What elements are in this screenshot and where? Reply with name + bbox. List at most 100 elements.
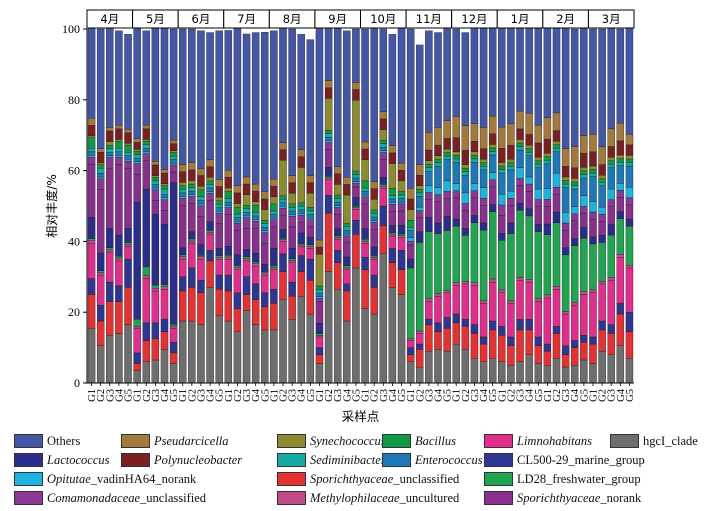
bar-segment-3-16 [233, 269, 242, 293]
bar-segment-4-47 [516, 277, 524, 281]
bar-segment-8-40 [452, 190, 460, 199]
bar-segment-4-49 [534, 298, 543, 302]
bar-segment-11-27 [333, 198, 342, 203]
bar-segment-14-34 [397, 170, 406, 182]
bar-segment-1-16 [233, 308, 242, 332]
bar-segment-0-53 [571, 365, 579, 384]
bar-segment-14-42 [470, 141, 479, 153]
bar-segment-1-45 [498, 335, 506, 362]
bar-segment-10-6 [142, 148, 150, 153]
bar-segment-3-5 [133, 327, 141, 354]
bar-segment-14-32 [379, 118, 388, 130]
bar-segment-7-1 [96, 189, 105, 254]
bar-segment-1-30 [361, 269, 369, 309]
bar-segment-10-48 [525, 155, 533, 178]
bar-segment-3-0 [87, 242, 96, 279]
bar-segment-6-25 [315, 322, 324, 334]
bar-segment-10-14 [215, 207, 223, 212]
bar-segment-2-57 [607, 324, 615, 334]
bar-segment-1-15 [224, 290, 233, 322]
bar-segment-1-17 [242, 294, 251, 311]
bar-segment-10-4 [124, 155, 132, 160]
bar-segment-13-44 [488, 144, 497, 149]
bar-segment-13-49 [534, 156, 543, 161]
bar-segment-9-40 [452, 183, 460, 191]
y-tick-label-0: 0 [74, 376, 80, 390]
bar-segment-4-52 [561, 311, 570, 315]
bar-segment-1-5 [133, 363, 141, 371]
bar-segment-1-19 [261, 306, 269, 331]
bar-segment-8-24 [306, 219, 315, 228]
bar-segment-14-28 [343, 184, 351, 196]
bar-segment-6-28 [343, 256, 351, 267]
bar-segment-16-30 [361, 28, 369, 143]
bar-segment-5-5 [133, 319, 141, 327]
bar-segment-15-7 [151, 161, 160, 166]
bar-segment-8-42 [470, 190, 479, 199]
legend-swatch-2 [277, 434, 306, 448]
bar-segment-5-58 [616, 218, 625, 255]
bar-segment-6-8 [160, 224, 169, 285]
bar-segment-2-34 [397, 250, 406, 270]
bar-segment-6-37 [425, 217, 433, 232]
bar-segment-9-26 [324, 140, 333, 143]
bar-segment-5-55 [589, 243, 597, 291]
month-label-10: 2月 [556, 12, 575, 26]
bar-segment-15-57 [607, 128, 615, 147]
legend-label-italic-6: Lactococcus [47, 452, 110, 467]
bar-segment-1-21 [279, 271, 287, 300]
bar-segment-3-17 [242, 260, 251, 277]
bar-segment-11-55 [589, 172, 597, 177]
bar-segment-10-22 [288, 210, 296, 215]
bar-segment-3-13 [206, 234, 214, 251]
bar-segment-16-52 [561, 23, 570, 149]
bar-segment-9-18 [251, 219, 260, 222]
bar-segment-14-22 [288, 182, 296, 194]
bar-segment-16-19 [261, 32, 269, 193]
bar-segment-16-12 [197, 30, 205, 169]
bar-segment-9-9 [169, 162, 178, 166]
bar-segment-14-5 [133, 142, 141, 150]
bar-segment-9-8 [160, 197, 169, 200]
bar-segment-7-2 [106, 167, 114, 229]
bar-segment-2-33 [388, 248, 397, 263]
bar-segment-15-30 [361, 141, 369, 150]
bar-segment-11-9 [169, 155, 178, 160]
bar-segment-4-27 [333, 237, 342, 240]
bar-segment-13-18 [251, 201, 260, 206]
bar-segment-1-4 [124, 287, 132, 325]
bar-segment-14-14 [215, 186, 223, 198]
bar-segment-0-1 [96, 345, 105, 384]
bar-segment-12-43 [479, 162, 488, 167]
x-tick-label-35: G1 [406, 389, 417, 402]
bar-segment-13-8 [160, 183, 169, 186]
bar-segment-1-58 [616, 313, 625, 347]
bar-segment-11-12 [197, 196, 205, 201]
x-tick-label-44: G5 [488, 389, 499, 402]
bar-segment-3-59 [625, 267, 634, 313]
bar-segment-8-9 [169, 164, 178, 173]
bar-segment-15-42 [470, 123, 479, 142]
bar-segment-16-25 [315, 25, 324, 241]
bar-segment-13-29 [352, 99, 360, 172]
bar-segment-0-59 [625, 358, 634, 384]
bar-segment-10-18 [251, 215, 260, 220]
bar-segment-0-58 [616, 345, 625, 384]
bar-segment-3-1 [96, 274, 105, 306]
bar-segment-9-6 [142, 151, 150, 154]
bar-segment-9-49 [534, 188, 543, 200]
bar-segment-0-45 [498, 361, 506, 384]
bar-segment-1-7 [151, 338, 160, 361]
bar-segment-4-37 [425, 298, 433, 302]
bar-segment-9-54 [580, 195, 588, 207]
bar-segment-4-17 [242, 258, 251, 262]
bar-segment-10-56 [598, 185, 606, 208]
bar-segment-13-10 [178, 182, 187, 186]
bar-segment-13-51 [552, 141, 561, 145]
bar-segment-8-33 [388, 204, 397, 212]
x-axis-label: 采样点 [342, 409, 380, 424]
bar-segment-1-59 [625, 331, 634, 359]
bar-segment-4-0 [87, 240, 96, 244]
bar-segment-8-35 [406, 241, 415, 246]
bar-segment-9-29 [352, 181, 360, 184]
